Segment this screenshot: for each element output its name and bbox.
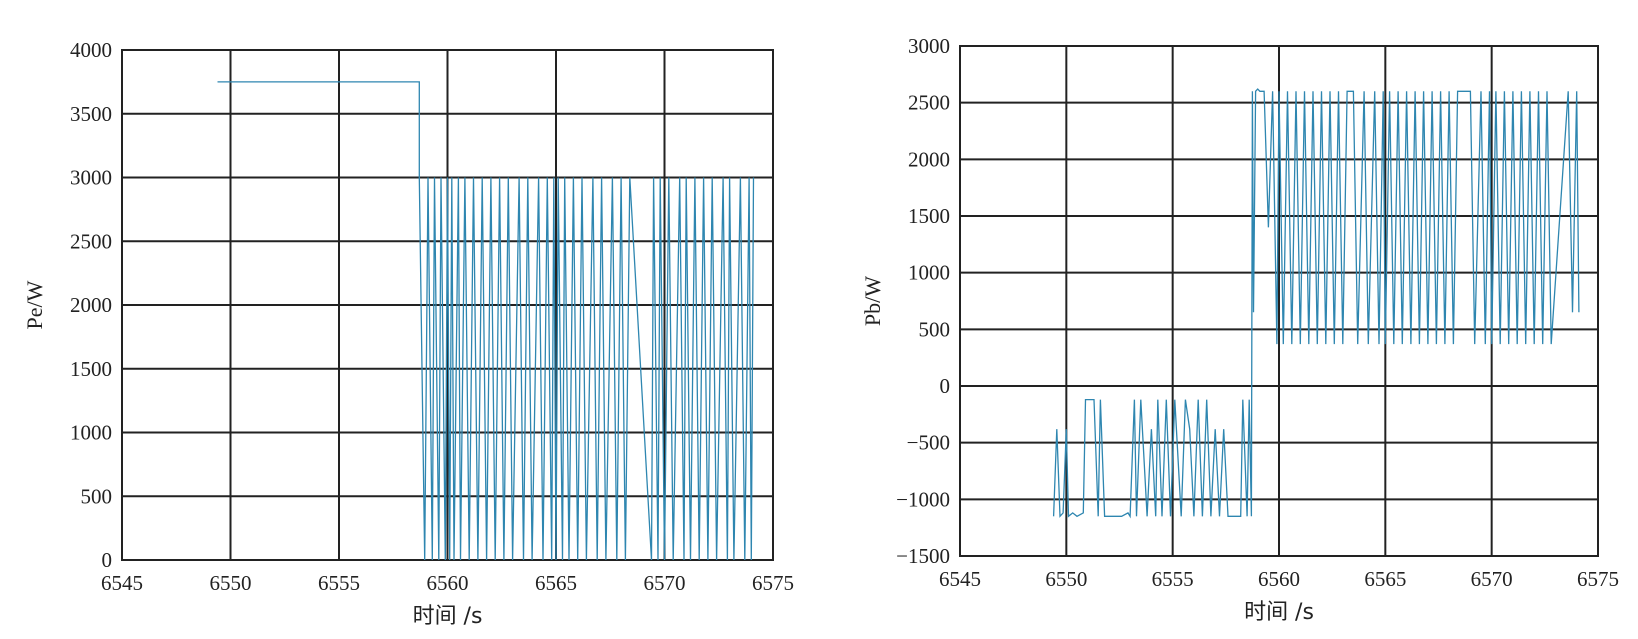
y-tick-label: 500 xyxy=(919,317,951,341)
y-tick-label: 2500 xyxy=(70,229,112,253)
plot-frame xyxy=(121,49,774,561)
y-tick-label: 500 xyxy=(81,484,113,508)
y-tick-label: 1500 xyxy=(70,357,112,381)
y-tick-label: 1500 xyxy=(908,204,950,228)
x-tick-label: 6550 xyxy=(1045,567,1087,591)
chart-2: −1500 −1000 −500 0 500 1000 1500 2000 2500 3000 65… xyxy=(860,34,1619,625)
y-tick-label: 4000 xyxy=(70,38,112,62)
y-tick-label: 0 xyxy=(940,374,951,398)
x-tick-label: 6545 xyxy=(939,567,981,591)
y-tick-label: −1500 xyxy=(896,544,950,568)
x-tick-label: 6575 xyxy=(1577,567,1619,591)
plot-frame xyxy=(959,45,1599,557)
y-tick-label: 2000 xyxy=(70,293,112,317)
x-tick-label: 6565 xyxy=(535,571,577,595)
y-tick-label: 3500 xyxy=(70,102,112,126)
y-axis-label: Pb/W xyxy=(860,276,885,326)
x-tick-label: 6570 xyxy=(644,571,686,595)
x-tick-label: 6560 xyxy=(427,571,469,595)
y-tick-label: −500 xyxy=(907,431,950,455)
x-axis-label: 时间 /s xyxy=(413,604,483,629)
y-tick-label: 3000 xyxy=(70,166,112,190)
x-tick-label: 6555 xyxy=(1152,567,1194,591)
y-tick-label: 1000 xyxy=(908,261,950,285)
y-axis-label: Pe/W xyxy=(22,280,47,329)
x-tick-label: 6565 xyxy=(1364,567,1406,591)
x-tick-label: 6575 xyxy=(752,571,794,595)
y-tick-label: 1000 xyxy=(70,421,112,445)
series-line xyxy=(1052,88,1580,519)
y-tick-label: −1000 xyxy=(896,487,950,511)
x-axis-label: 时间 /s xyxy=(1244,600,1314,625)
y-tick-label: 2500 xyxy=(908,91,950,115)
chart-1: 0 500 1000 1500 2000 2500 3000 3500 4000 6545 6550… xyxy=(22,38,794,629)
x-tick-label: 6570 xyxy=(1471,567,1513,591)
y-tick-label: 3000 xyxy=(908,34,950,58)
series-line xyxy=(217,81,755,561)
x-tick-label: 6550 xyxy=(210,571,252,595)
x-tick-label: 6555 xyxy=(318,571,360,595)
y-tick-label: 2000 xyxy=(908,147,950,171)
y-tick-label: 0 xyxy=(102,548,113,572)
x-tick-label: 6545 xyxy=(101,571,143,595)
x-tick-label: 6560 xyxy=(1258,567,1300,591)
